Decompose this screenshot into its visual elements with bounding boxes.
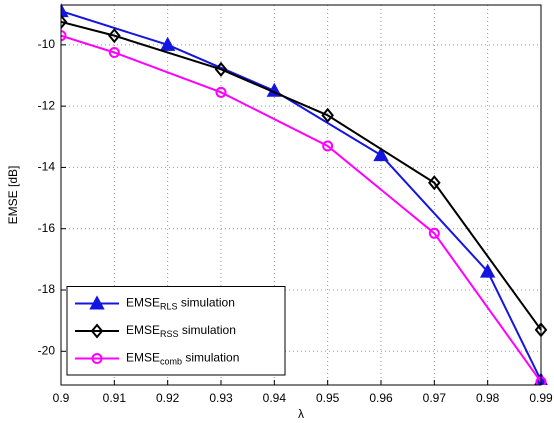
x-tick-label: 0.93 bbox=[209, 391, 233, 405]
marker bbox=[61, 30, 67, 42]
x-tick-label: 0.98 bbox=[476, 391, 500, 405]
marker bbox=[61, 3, 69, 18]
marker bbox=[215, 86, 227, 98]
legend-suffix: simulation bbox=[182, 351, 239, 365]
marker bbox=[479, 263, 496, 278]
marker bbox=[108, 47, 120, 58]
legend-label: EMSEcomb simulation bbox=[126, 351, 239, 367]
plot bbox=[61, 3, 548, 385]
x-tick-label: 0.95 bbox=[316, 391, 340, 405]
y-axis-label: EMSE [dB] bbox=[6, 166, 20, 225]
x-axis-label: λ bbox=[298, 407, 304, 421]
legend-label: EMSERLS simulation bbox=[126, 296, 235, 312]
marker bbox=[373, 147, 389, 162]
legend-suffix: simulation bbox=[179, 323, 236, 337]
x-tick-label: 0.99 bbox=[529, 391, 553, 405]
marker bbox=[89, 295, 105, 310]
legend-name: EMSE bbox=[126, 323, 160, 337]
legend-sub: RLS bbox=[160, 302, 178, 312]
series-line bbox=[61, 34, 542, 383]
legend-label: EMSERSS simulation bbox=[126, 323, 236, 339]
marker bbox=[90, 323, 104, 339]
y-tick-label: -14 bbox=[38, 160, 56, 174]
plot-frame bbox=[60, 4, 542, 386]
marker bbox=[321, 107, 334, 123]
legend-name: EMSE bbox=[126, 351, 160, 365]
marker bbox=[61, 14, 68, 30]
legend-sub: RSS bbox=[160, 329, 179, 339]
marker bbox=[91, 353, 103, 364]
y-tick-label: -12 bbox=[38, 98, 56, 112]
y-tick-label: -20 bbox=[38, 343, 56, 357]
series-line bbox=[61, 10, 542, 381]
marker bbox=[428, 227, 440, 239]
x-tick-label: 0.96 bbox=[369, 391, 393, 405]
marker bbox=[159, 36, 176, 51]
legend-suffix: simulation bbox=[178, 296, 235, 310]
marker bbox=[214, 61, 228, 77]
y-tick-label: -10 bbox=[38, 37, 56, 51]
x-tick-label: 0.97 bbox=[423, 391, 447, 405]
legend-sub: comb bbox=[160, 357, 182, 367]
x-tick-label: 0.94 bbox=[263, 391, 287, 405]
x-tick-label: 0.92 bbox=[156, 391, 180, 405]
marker bbox=[428, 175, 441, 191]
marker bbox=[322, 140, 334, 152]
x-tick-label: 0.91 bbox=[103, 391, 127, 405]
series-line bbox=[61, 20, 542, 331]
y-tick-label: -16 bbox=[38, 221, 56, 235]
x-tick-label: 0.9 bbox=[53, 391, 70, 405]
marker bbox=[108, 28, 121, 44]
y-tick-label: -18 bbox=[38, 282, 56, 296]
legend-name: EMSE bbox=[126, 296, 160, 310]
